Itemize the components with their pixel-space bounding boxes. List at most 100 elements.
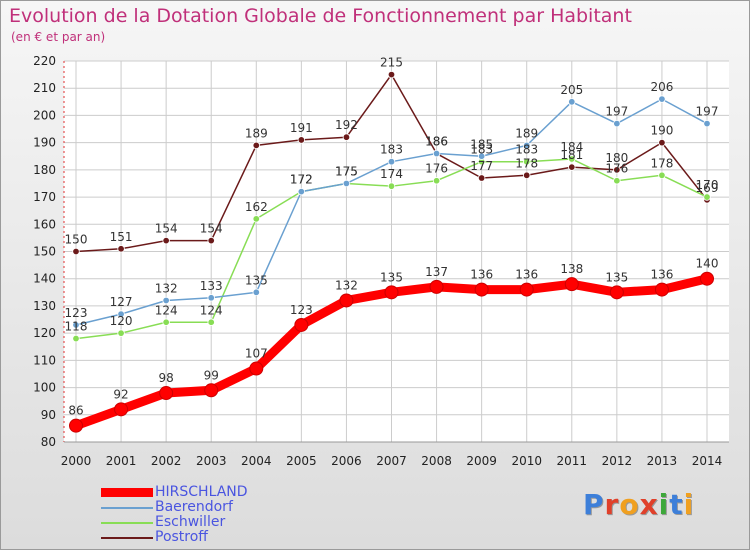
data-label-postroff: 186 xyxy=(425,135,448,149)
data-point-baerendorf xyxy=(252,288,260,297)
data-label-postroff: 190 xyxy=(650,124,673,138)
data-label-baerendorf: 185 xyxy=(470,137,493,151)
data-point-baerendorf xyxy=(568,98,576,106)
data-point-eschwiller xyxy=(432,177,441,185)
logo-letter: o xyxy=(619,488,640,521)
data-point-hirschland xyxy=(564,277,579,292)
legend-label-hirschland: HIRSCHLAND xyxy=(155,484,248,500)
data-point-hirschland xyxy=(429,279,444,294)
x-tick-label: 2006 xyxy=(331,454,362,468)
x-tick-label: 2007 xyxy=(376,454,407,468)
data-point-postroff xyxy=(297,136,306,144)
data-point-postroff xyxy=(568,163,576,171)
data-label-eschwiller: 183 xyxy=(470,143,493,157)
data-label-hirschland: 92 xyxy=(113,387,128,401)
data-point-baerendorf xyxy=(703,119,711,128)
data-label-hirschland: 132 xyxy=(335,278,358,292)
data-label-postroff: 189 xyxy=(245,126,268,140)
chart-title: Evolution de la Dotation Globale de Fonc… xyxy=(9,5,632,27)
data-label-eschwiller: 118 xyxy=(65,320,88,334)
data-point-postroff xyxy=(207,236,215,245)
x-tick-label: 2005 xyxy=(286,454,317,468)
data-point-baerendorf xyxy=(297,187,306,196)
data-point-postroff xyxy=(658,138,666,147)
data-label-hirschland: 136 xyxy=(650,268,673,282)
data-label-postroff: 154 xyxy=(200,222,223,236)
data-point-baerendorf xyxy=(477,152,486,160)
data-label-eschwiller: 124 xyxy=(200,303,223,317)
data-label-postroff: 154 xyxy=(155,222,178,236)
y-tick-label: 140 xyxy=(33,272,56,286)
x-tick-label: 2003 xyxy=(196,454,227,468)
legend-label-eschwiller: Eschwiller xyxy=(155,514,226,530)
x-tick-label: 2008 xyxy=(421,454,452,468)
data-point-baerendorf xyxy=(342,179,351,188)
x-tick-label: 2011 xyxy=(557,454,588,468)
data-point-eschwiller xyxy=(568,155,576,163)
x-tick-label: 2000 xyxy=(61,454,92,468)
x-tick-label: 2001 xyxy=(106,454,137,468)
data-point-eschwiller xyxy=(162,318,170,326)
data-point-baerendorf xyxy=(162,296,170,305)
data-label-hirschland: 136 xyxy=(470,268,493,282)
x-tick-label: 2002 xyxy=(151,454,182,468)
data-point-hirschland xyxy=(339,293,354,308)
data-point-baerendorf xyxy=(72,321,80,329)
data-point-postroff xyxy=(613,166,621,174)
data-point-hirschland xyxy=(609,285,624,300)
y-tick-label: 190 xyxy=(33,136,56,150)
data-label-postroff: 180 xyxy=(605,151,628,165)
legend-label-baerendorf: Baerendorf xyxy=(155,499,233,515)
data-point-hirschland xyxy=(159,386,174,401)
logo-letter: x xyxy=(639,488,659,521)
x-tick-label: 2014 xyxy=(692,454,723,468)
chart-subtitle: (en € et par an) xyxy=(11,30,106,44)
data-point-hirschland xyxy=(294,317,309,332)
data-label-baerendorf: 127 xyxy=(110,295,133,309)
data-label-postroff: 215 xyxy=(380,56,403,70)
data-label-eschwiller: 175 xyxy=(335,164,358,178)
legend-swatch-baerendorf xyxy=(101,507,153,509)
data-point-baerendorf xyxy=(207,294,215,302)
proxiti-logo: Proxiti xyxy=(583,488,694,521)
y-tick-label: 110 xyxy=(33,353,56,367)
data-point-hirschland xyxy=(654,282,669,297)
data-label-eschwiller: 170 xyxy=(696,178,719,192)
x-tick-label: 2010 xyxy=(511,454,542,468)
data-label-baerendorf: 175 xyxy=(335,164,358,178)
legend-label-postroff: Postroff xyxy=(155,529,208,545)
data-point-baerendorf xyxy=(658,95,666,103)
data-point-eschwiller xyxy=(252,215,260,223)
data-label-baerendorf: 123 xyxy=(65,306,88,320)
data-label-eschwiller: 176 xyxy=(605,162,628,176)
data-point-eschwiller xyxy=(72,334,80,343)
data-label-hirschland: 123 xyxy=(290,303,313,317)
data-label-hirschland: 137 xyxy=(425,265,448,279)
data-label-baerendorf: 183 xyxy=(380,143,403,157)
data-label-postroff: 181 xyxy=(560,148,583,162)
data-label-hirschland: 86 xyxy=(68,404,83,418)
data-point-postroff xyxy=(117,245,125,253)
x-tick-label: 2013 xyxy=(647,454,678,468)
data-label-postroff: 178 xyxy=(515,156,538,170)
data-label-eschwiller: 178 xyxy=(650,156,673,170)
y-tick-label: 200 xyxy=(33,108,56,122)
data-label-baerendorf: 197 xyxy=(605,105,628,119)
data-point-baerendorf xyxy=(117,310,125,318)
data-point-postroff xyxy=(162,236,170,245)
data-point-postroff xyxy=(252,141,260,150)
data-point-eschwiller xyxy=(523,157,531,166)
data-label-baerendorf: 206 xyxy=(650,80,673,94)
data-label-postroff: 192 xyxy=(335,118,358,132)
data-point-eschwiller xyxy=(387,182,396,190)
data-point-eschwiller xyxy=(117,329,125,337)
data-point-hirschland xyxy=(519,282,534,297)
data-point-postroff xyxy=(387,70,396,79)
y-tick-label: 90 xyxy=(41,408,56,422)
x-tick-label: 2009 xyxy=(466,454,497,468)
logo-letter: r xyxy=(604,488,620,521)
legend-swatch-hirschland xyxy=(101,488,153,497)
data-label-postroff: 151 xyxy=(110,230,133,244)
